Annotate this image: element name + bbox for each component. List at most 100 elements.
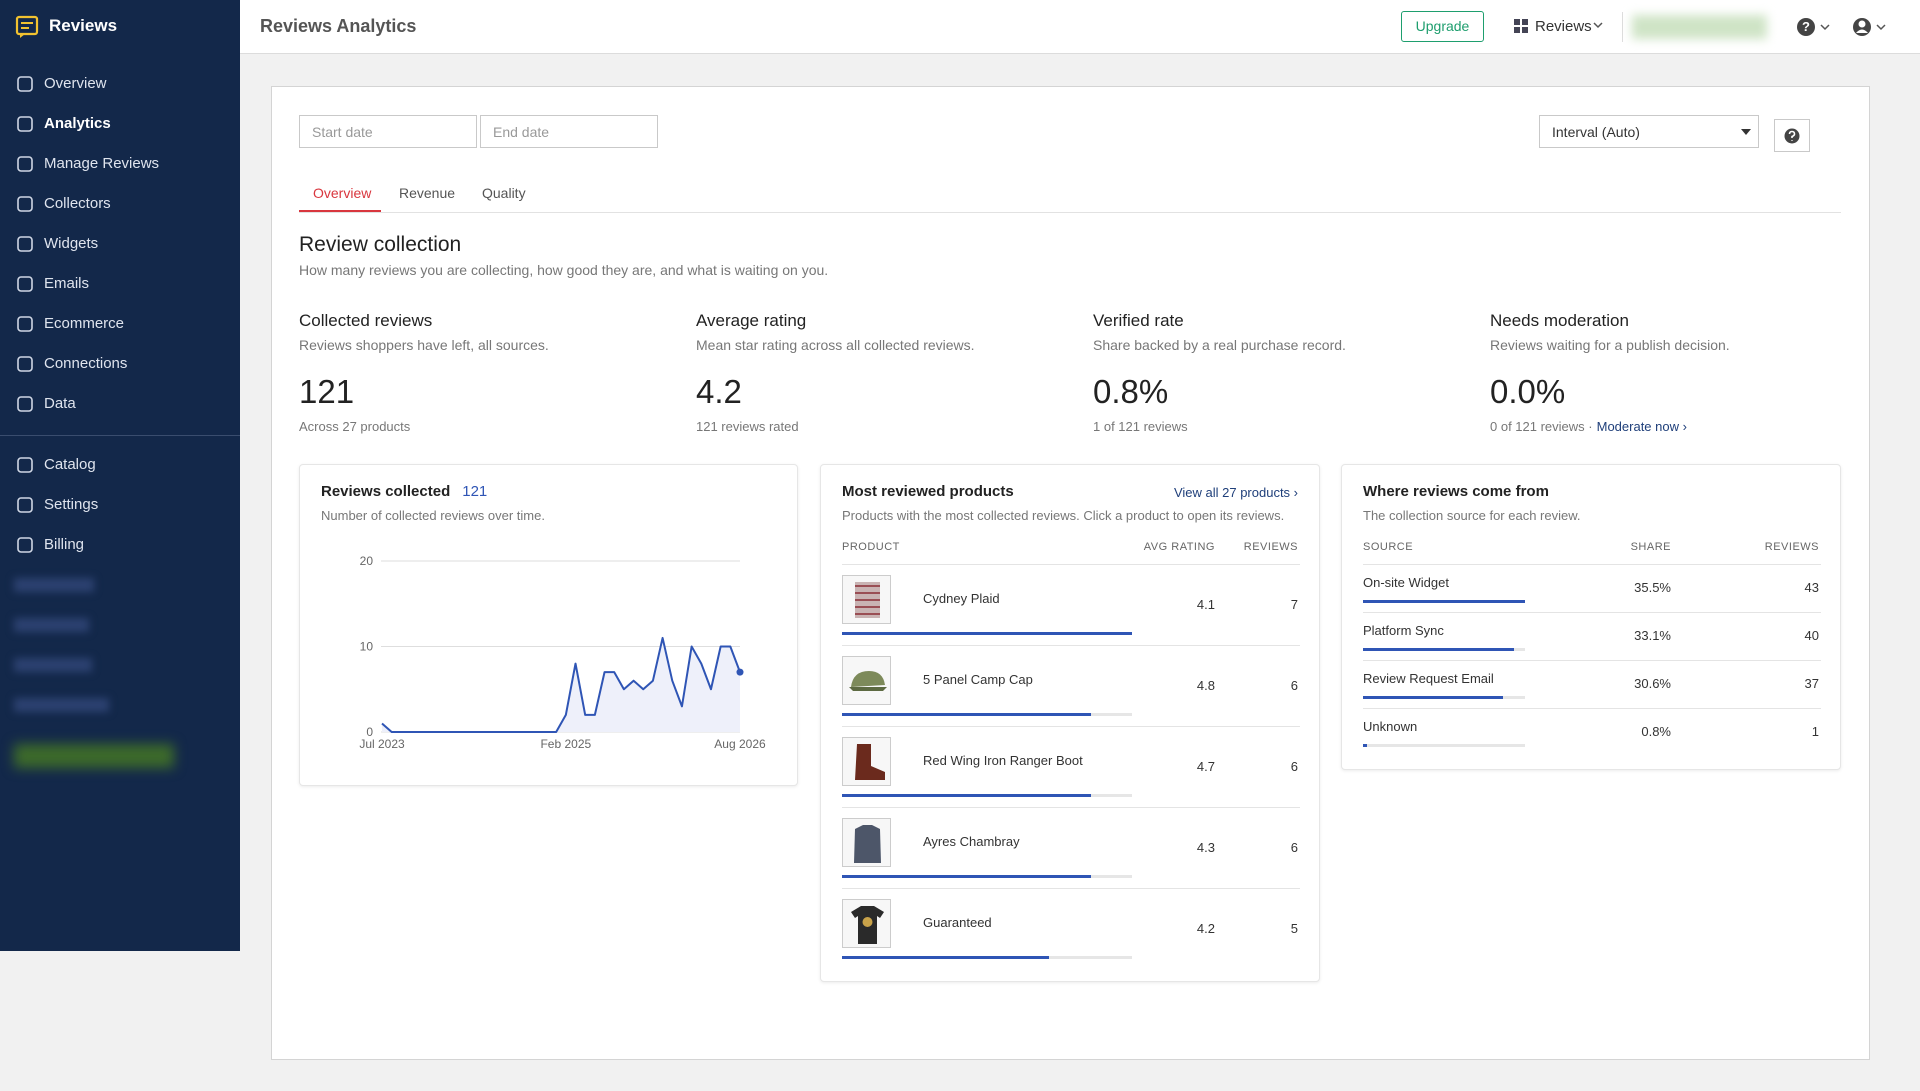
nav-item[interactable]: Overview [44, 75, 107, 92]
bar [842, 713, 1091, 716]
nav-item[interactable]: Settings [44, 496, 99, 513]
product-name[interactable]: 5 Panel Camp Cap [923, 672, 1033, 687]
card-title: Most reviewed products [842, 483, 1014, 500]
nav-item[interactable]: Catalog [44, 456, 96, 473]
review-count: 6 [1290, 759, 1298, 774]
tab[interactable]: Quality [482, 185, 526, 201]
bar [1363, 600, 1525, 603]
nav-item[interactable]: Widgets [44, 235, 99, 252]
card-title: Where reviews come from [1363, 483, 1549, 500]
share: 0.8% [1641, 724, 1671, 739]
kpi-note-text: 121 reviews rated [696, 419, 799, 434]
nav-item[interactable]: Billing [44, 536, 85, 553]
nav-item[interactable]: Emails [44, 275, 90, 292]
bar-track [1363, 744, 1525, 747]
chart-title: Reviews collected 121 [321, 483, 487, 500]
source-name: Platform Sync [1363, 623, 1444, 638]
tab[interactable]: Revenue [399, 185, 456, 201]
nav-item[interactable]: Analytics [44, 115, 111, 132]
sources-card: Where reviews come from The collection so… [1341, 464, 1841, 770]
product-name[interactable]: Ayres Chambray [923, 834, 1020, 849]
icon-shape [17, 537, 33, 553]
help-menu[interactable]: ? [1796, 16, 1832, 38]
section-subtitle: How many reviews you are collecting, how… [299, 262, 829, 278]
kpi-value: 0.8% [1093, 373, 1169, 410]
column-header: PRODUCT [842, 541, 900, 553]
column-header: AVG RATING [1143, 541, 1215, 553]
view-all-link[interactable]: View all 27 products › [1173, 485, 1298, 500]
icon-shape [17, 116, 33, 132]
help-button[interactable] [1774, 119, 1810, 152]
kpi-value: 121 [299, 373, 355, 410]
blurred-item [14, 744, 174, 768]
icon-shape [17, 236, 33, 252]
icon-shape [17, 497, 33, 513]
kpi-note-text: Across 27 products [299, 419, 411, 434]
chart-total: 121 [462, 483, 488, 500]
nav-item[interactable]: Manage Reviews [44, 155, 160, 172]
row-divider [1363, 612, 1821, 613]
y-tick-label: 20 [360, 554, 374, 568]
nav-item[interactable]: Ecommerce [44, 315, 125, 332]
workspace-menu[interactable]: Reviews [1535, 18, 1592, 35]
blurred-account [1632, 15, 1767, 39]
share: 30.6% [1634, 676, 1671, 691]
kpi-description: Share backed by a real purchase record. [1093, 337, 1346, 353]
card-subtitle: The collection source for each review. [1363, 508, 1581, 523]
product-thumbnail [842, 737, 891, 786]
nav-item[interactable]: Data [44, 395, 76, 412]
product-thumbnail [842, 899, 891, 948]
chevron [1593, 22, 1603, 29]
nav-icon [17, 276, 33, 292]
blurred-item [14, 698, 109, 712]
thumb-shape [855, 744, 885, 780]
column-header: SOURCE [1363, 541, 1414, 553]
thumb-shape [851, 671, 885, 687]
divider [1622, 12, 1623, 42]
kpi-note: 1 of 121 reviews [1093, 419, 1188, 434]
avg-rating: 4.7 [1196, 759, 1215, 774]
product-name[interactable]: Guaranteed [923, 915, 992, 930]
kpi-label: Verified rate [1093, 311, 1184, 330]
bar [842, 632, 1132, 635]
kpi-note-text: 1 of 121 reviews [1093, 419, 1188, 434]
header: Reviews Analytics Upgrade Reviews ? [240, 0, 1920, 54]
x-tick-label: Jul 2023 [359, 737, 405, 751]
start-date-input[interactable]: Start date [299, 115, 477, 148]
kpi-note: 121 reviews rated [696, 419, 799, 434]
row-divider [1363, 708, 1821, 709]
icon-shape [17, 396, 33, 412]
thumb-shape [854, 825, 881, 863]
product-name[interactable]: Cydney Plaid [923, 591, 1000, 606]
review-count: 7 [1290, 597, 1298, 612]
nav-icon [17, 116, 33, 132]
source-name: Unknown [1363, 719, 1418, 734]
chart-subtitle: Number of collected reviews over time. [321, 508, 545, 523]
nav-icon [17, 76, 33, 92]
review-count: 37 [1804, 676, 1819, 691]
thumb-shape [862, 917, 873, 927]
end-date-input[interactable]: End date [480, 115, 658, 148]
tab[interactable]: Overview [313, 185, 372, 201]
kpi-description: Reviews shoppers have left, all sources. [299, 337, 549, 353]
kpi-link[interactable]: Moderate now › [1596, 419, 1687, 434]
product-name[interactable]: Red Wing Iron Ranger Boot [923, 753, 1083, 768]
user-menu[interactable] [1852, 16, 1888, 38]
interval-select[interactable]: Interval (Auto) [1539, 115, 1759, 148]
row-divider [842, 564, 1300, 565]
svg-text:?: ? [1802, 19, 1810, 34]
column-header: REVIEWS [1243, 541, 1298, 553]
upgrade-button[interactable]: Upgrade [1401, 11, 1484, 42]
product-thumbnail [842, 575, 891, 624]
bar [842, 875, 1091, 878]
nav-icon [17, 457, 33, 473]
blurred-item [14, 618, 89, 632]
review-count: 6 [1290, 678, 1298, 693]
chart-card: Reviews collected 121 Number of collected … [299, 464, 798, 786]
review-count: 6 [1290, 840, 1298, 855]
nav-item[interactable]: Connections [44, 355, 128, 372]
bar [842, 794, 1091, 797]
nav-item[interactable]: Collectors [44, 195, 111, 212]
product-thumbnail [842, 818, 891, 867]
bar [1363, 648, 1515, 651]
